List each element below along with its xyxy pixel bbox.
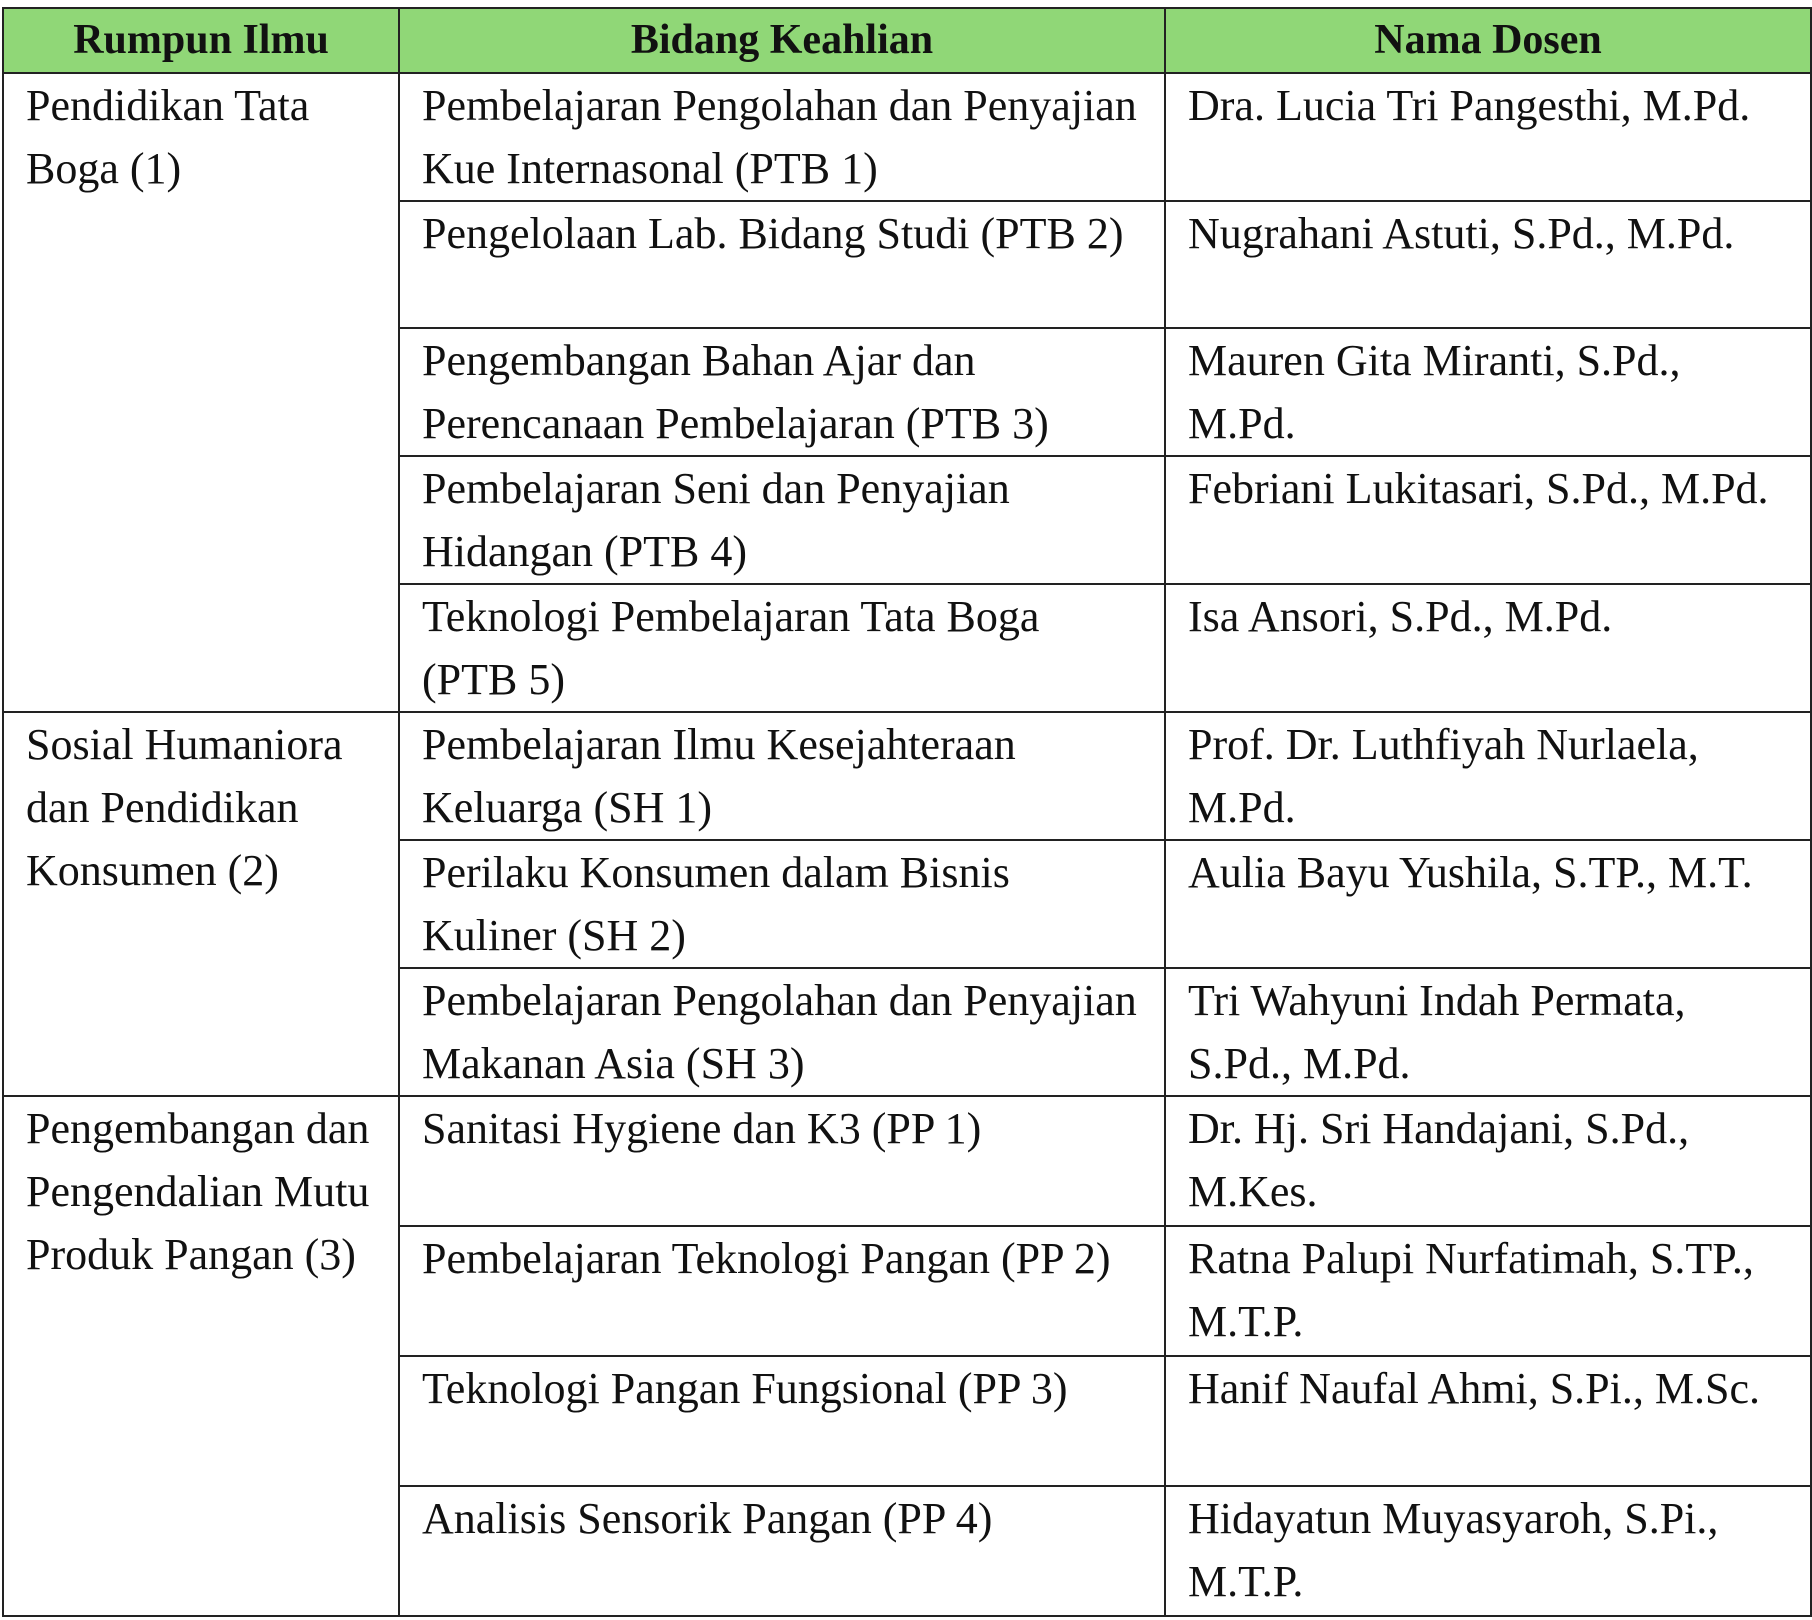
bidang-keahlian-cell: Teknologi Pangan Fungsional (PP 3)	[398, 1355, 1166, 1487]
table-row: Teknologi Pangan Fungsional (PP 3) Hanif …	[3, 1355, 1812, 1487]
bidang-keahlian-cell: Sanitasi Hygiene dan K3 (PP 1)	[398, 1095, 1166, 1227]
table-row: Pembelajaran Pengolahan dan Penyajian Ma…	[3, 967, 1812, 1097]
nama-dosen-cell: Febriani Lukitasari, S.Pd., M.Pd.	[1164, 455, 1812, 585]
rumpun-ilmu-cell: Pendidikan Tata Boga (1)	[2, 72, 400, 713]
table-row: Pembelajaran Seni dan Penyajian Hidangan…	[3, 455, 1812, 585]
bidang-keahlian-cell: Teknologi Pembelajaran Tata Boga (PTB 5)	[398, 583, 1166, 713]
table-row: Pembelajaran Teknologi Pangan (PP 2) Ratn…	[3, 1225, 1812, 1357]
table-row: Pengembangan Bahan Ajar dan Perencanaan …	[3, 327, 1812, 457]
table-row: Pengembangan dan Pengendalian Mutu Produ…	[2, 1095, 1812, 1617]
header-rumpun-ilmu: Rumpun Ilmu	[2, 7, 400, 74]
nama-dosen-cell: Hidayatun Muyasyaroh, S.Pi., M.T.P.	[1164, 1485, 1812, 1617]
rumpun-ilmu-cell: Sosial Humaniora dan Pendidikan Konsumen…	[2, 711, 400, 1097]
bidang-keahlian-cell: Pembelajaran Teknologi Pangan (PP 2)	[398, 1225, 1166, 1357]
nama-dosen-cell: Prof. Dr. Luthfiyah Nurlaela, M.Pd.	[1164, 711, 1812, 841]
bidang-keahlian-cell: Analisis Sensorik Pangan (PP 4)	[398, 1485, 1166, 1617]
table-row: Analisis Sensorik Pangan (PP 4) Hidayatun…	[3, 1485, 1812, 1617]
nama-dosen-cell: Mauren Gita Miranti, S.Pd., M.Pd.	[1164, 327, 1812, 457]
header-row: Rumpun Ilmu Bidang Keahlian Nama Dosen	[2, 7, 1812, 74]
bidang-keahlian-cell: Perilaku Konsumen dalam Bisnis Kuliner (…	[398, 839, 1166, 969]
header-nama-dosen: Nama Dosen	[1164, 7, 1812, 74]
dosen-table: Rumpun Ilmu Bidang Keahlian Nama Dosen P…	[2, 7, 1812, 1617]
nama-dosen-cell: Tri Wahyuni Indah Permata, S.Pd., M.Pd.	[1164, 967, 1812, 1097]
table-row: Teknologi Pembelajaran Tata Boga (PTB 5)…	[3, 583, 1812, 713]
bidang-keahlian-cell: Pembelajaran Pengolahan dan Penyajian Ku…	[398, 72, 1166, 202]
nama-dosen-cell: Hanif Naufal Ahmi, S.Pi., M.Sc.	[1164, 1355, 1812, 1487]
table-row: Perilaku Konsumen dalam Bisnis Kuliner (…	[3, 839, 1812, 969]
header-bidang-keahlian: Bidang Keahlian	[398, 7, 1166, 74]
nama-dosen-cell: Isa Ansori, S.Pd., M.Pd.	[1164, 583, 1812, 713]
bidang-keahlian-cell: Pembelajaran Seni dan Penyajian Hidangan…	[398, 455, 1166, 585]
table-row: Pendidikan Tata Boga (1) Pembelajaran Pen…	[2, 72, 1812, 713]
nama-dosen-cell: Dr. Hj. Sri Handajani, S.Pd., M.Kes.	[1164, 1095, 1812, 1227]
nama-dosen-cell: Ratna Palupi Nurfatimah, S.TP., M.T.P.	[1164, 1225, 1812, 1357]
table-row: Pengelolaan Lab. Bidang Studi (PTB 2) Nug…	[3, 200, 1812, 329]
table-row: Sosial Humaniora dan Pendidikan Konsumen…	[2, 711, 1812, 1097]
nama-dosen-cell: Nugrahani Astuti, S.Pd., M.Pd.	[1164, 200, 1812, 329]
nama-dosen-cell: Dra. Lucia Tri Pangesthi, M.Pd.	[1164, 72, 1812, 202]
rumpun-ilmu-cell: Pengembangan dan Pengendalian Mutu Produ…	[2, 1095, 400, 1617]
nama-dosen-cell: Aulia Bayu Yushila, S.TP., M.T.	[1164, 839, 1812, 969]
bidang-keahlian-cell: Pengembangan Bahan Ajar dan Perencanaan …	[398, 327, 1166, 457]
bidang-keahlian-cell: Pembelajaran Ilmu Kesejahteraan Keluarga…	[398, 711, 1166, 841]
bidang-keahlian-cell: Pembelajaran Pengolahan dan Penyajian Ma…	[398, 967, 1166, 1097]
bidang-keahlian-cell: Pengelolaan Lab. Bidang Studi (PTB 2)	[398, 200, 1166, 329]
